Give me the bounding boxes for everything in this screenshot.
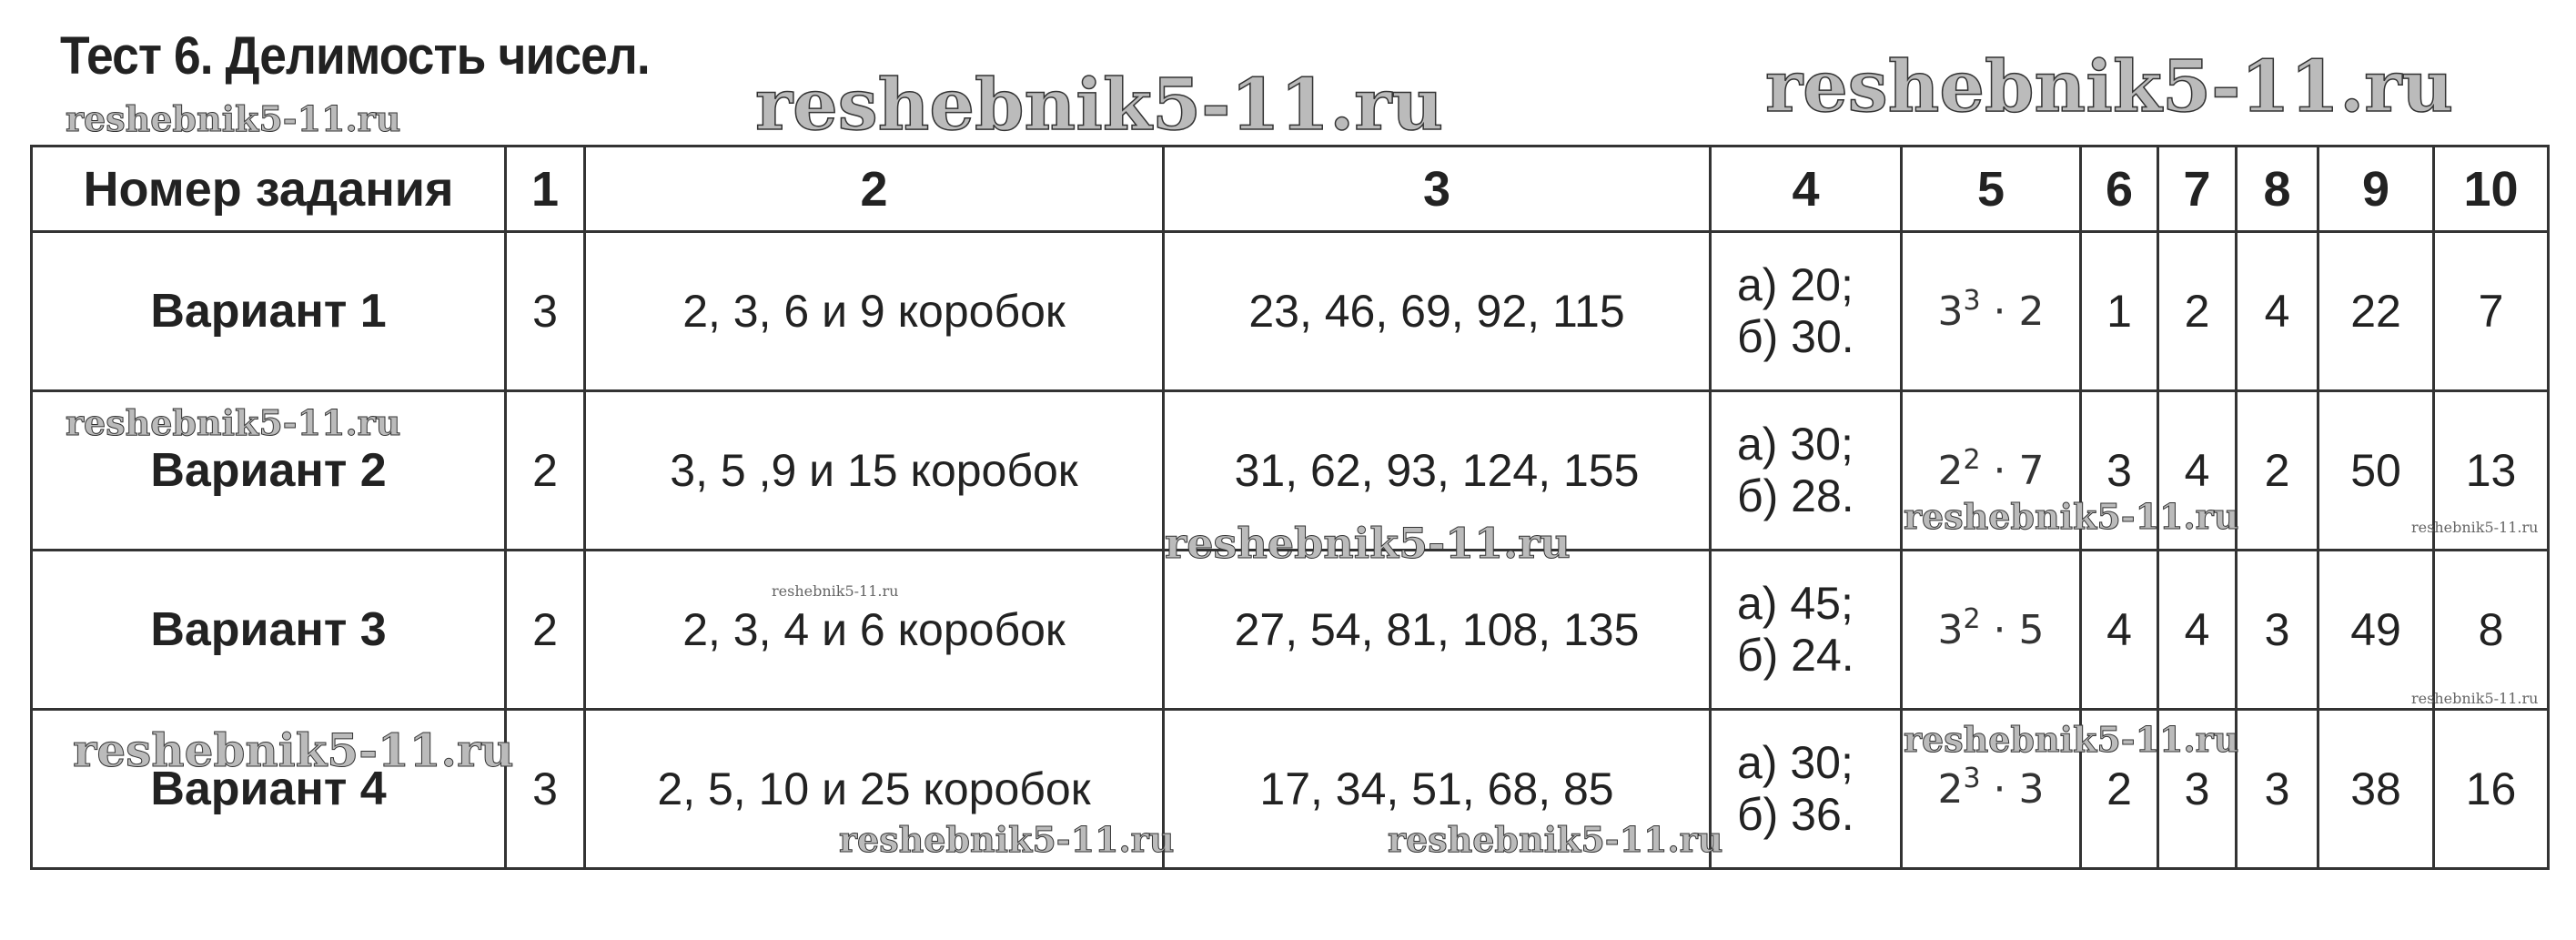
cell-c1: 2 <box>504 389 586 551</box>
header-cell: 7 <box>2157 145 2238 233</box>
cell-c10: 13 <box>2432 389 2550 551</box>
cell-variant: Вариант 2 <box>30 389 507 551</box>
header-row: Номер задания 1 2 3 4 5 6 7 8 9 10 <box>30 145 2550 233</box>
table-row: Вариант 1 3 2, 3, 6 и 9 коробок 23, 46, 69,… <box>30 230 2550 392</box>
cell-c7: 3 <box>2157 708 2238 870</box>
watermark: reshebnik5-11.ru <box>73 723 515 778</box>
header-cell: 2 <box>583 145 1165 233</box>
watermark: reshebnik5-11.ru <box>1387 819 1723 861</box>
cell-c8: 2 <box>2235 389 2319 551</box>
cell-variant: Вариант 3 <box>30 549 507 711</box>
power-base: 3 <box>1937 606 1964 653</box>
header-cell: 10 <box>2432 145 2550 233</box>
cell-c4: а) 45; б) 24. <box>1709 549 1903 711</box>
cell-c5: 32 · 5 <box>1900 549 2082 711</box>
cell-variant: Вариант 1 <box>30 230 507 392</box>
cell-c10: 16 <box>2432 708 2550 870</box>
power-exponent: 2 <box>1963 602 1981 635</box>
cell-c5: 33 · 2 <box>1900 230 2082 392</box>
answer-b: б) 24. <box>1737 630 1854 681</box>
answer-b: б) 30. <box>1737 311 1854 362</box>
answer-a: а) 30; <box>1737 418 1854 470</box>
cell-c1: 3 <box>504 230 586 392</box>
power-base: 2 <box>1937 765 1964 813</box>
cell-c6: 3 <box>2079 389 2159 551</box>
cell-c1: 3 <box>504 708 586 870</box>
cell-c1: 2 <box>504 549 586 711</box>
cell-c4: а) 30; б) 36. <box>1709 708 1903 870</box>
watermark: reshebnik5-11.ru <box>772 582 899 600</box>
watermark: reshebnik5-11.ru <box>754 63 1444 147</box>
watermark: reshebnik5-11.ru <box>65 98 401 140</box>
cell-c9: 49 <box>2317 549 2435 711</box>
cell-c8: 3 <box>2235 708 2319 870</box>
table-row: Вариант 3 2 2, 3, 4 и 6 коробок 27, 54, 81,… <box>30 549 2550 711</box>
header-cell: Номер задания <box>30 145 507 233</box>
table-row: Вариант 4 3 2, 5, 10 и 25 коробок 17, 34, 5… <box>30 708 2550 870</box>
cell-c9: 38 <box>2317 708 2435 870</box>
cell-c5: 22 · 7 <box>1900 389 2082 551</box>
watermark: reshebnik5-11.ru <box>1165 519 1571 569</box>
factor: · 2 <box>1980 288 2045 335</box>
header-cell: 1 <box>504 145 586 233</box>
cell-c7: 4 <box>2157 549 2238 711</box>
power-base: 3 <box>1937 288 1964 335</box>
cell-c3: 17, 34, 51, 68, 85 <box>1162 708 1712 870</box>
watermark: reshebnik5-11.ru <box>1903 719 2239 761</box>
cell-c4: а) 30; б) 28. <box>1709 389 1903 551</box>
answer-b: б) 28. <box>1737 470 1854 521</box>
page-title: Тест 6. Делимость чисел. <box>60 26 651 86</box>
cell-c10: 8 <box>2432 549 2550 711</box>
cell-c7: 4 <box>2157 389 2238 551</box>
power-base: 2 <box>1937 447 1964 494</box>
cell-c7: 2 <box>2157 230 2238 392</box>
cell-c8: 3 <box>2235 549 2319 711</box>
header-cell: 9 <box>2317 145 2435 233</box>
cell-c2: 2, 5, 10 и 25 коробок <box>583 708 1165 870</box>
cell-c3: 23, 46, 69, 92, 115 <box>1162 230 1712 392</box>
watermark: reshebnik5-11.ru <box>1764 45 2454 129</box>
factor: · 5 <box>1980 606 2045 653</box>
cell-c6: 1 <box>2079 230 2159 392</box>
cell-variant: Вариант 4 <box>30 708 507 870</box>
watermark: reshebnik5-11.ru <box>2411 519 2539 536</box>
answers-table: Номер задания 1 2 3 4 5 6 7 8 9 10 Вариа… <box>30 145 2550 870</box>
power-exponent: 2 <box>1963 443 1981 476</box>
cell-c6: 4 <box>2079 549 2159 711</box>
cell-c2: 2, 3, 6 и 9 коробок <box>583 230 1165 392</box>
watermark: reshebnik5-11.ru <box>2411 690 2539 707</box>
header-cell: 5 <box>1900 145 2082 233</box>
cell-c6: 2 <box>2079 708 2159 870</box>
cell-c2: 3, 5 ,9 и 15 коробок <box>583 389 1165 551</box>
cell-c4: а) 20; б) 30. <box>1709 230 1903 392</box>
header-cell: 6 <box>2079 145 2159 233</box>
cell-c8: 4 <box>2235 230 2319 392</box>
cell-c5: 23 · 3 <box>1900 708 2082 870</box>
power-exponent: 3 <box>1963 284 1981 317</box>
cell-c3: 27, 54, 81, 108, 135 <box>1162 549 1712 711</box>
cell-c10: 7 <box>2432 230 2550 392</box>
answer-a: а) 20; <box>1737 258 1854 310</box>
header-cell: 4 <box>1709 145 1903 233</box>
cell-c2: 2, 3, 4 и 6 коробок <box>583 549 1165 711</box>
factor: · 7 <box>1980 447 2045 494</box>
answer-a: а) 45; <box>1737 577 1854 629</box>
power-exponent: 3 <box>1963 762 1981 794</box>
answer-a: а) 30; <box>1737 736 1854 788</box>
cell-c3: 31, 62, 93, 124, 155 <box>1162 389 1712 551</box>
cell-c9: 50 <box>2317 389 2435 551</box>
header-cell: 8 <box>2235 145 2319 233</box>
factor: · 3 <box>1980 765 2045 813</box>
header-cell: 3 <box>1162 145 1712 233</box>
watermark: reshebnik5-11.ru <box>1903 496 2239 538</box>
watermark: reshebnik5-11.ru <box>65 402 401 444</box>
watermark: reshebnik5-11.ru <box>838 819 1175 861</box>
cell-c9: 22 <box>2317 230 2435 392</box>
table-row: Вариант 2 2 3, 5 ,9 и 15 коробок 31, 62, 93… <box>30 389 2550 551</box>
answer-b: б) 36. <box>1737 789 1854 840</box>
